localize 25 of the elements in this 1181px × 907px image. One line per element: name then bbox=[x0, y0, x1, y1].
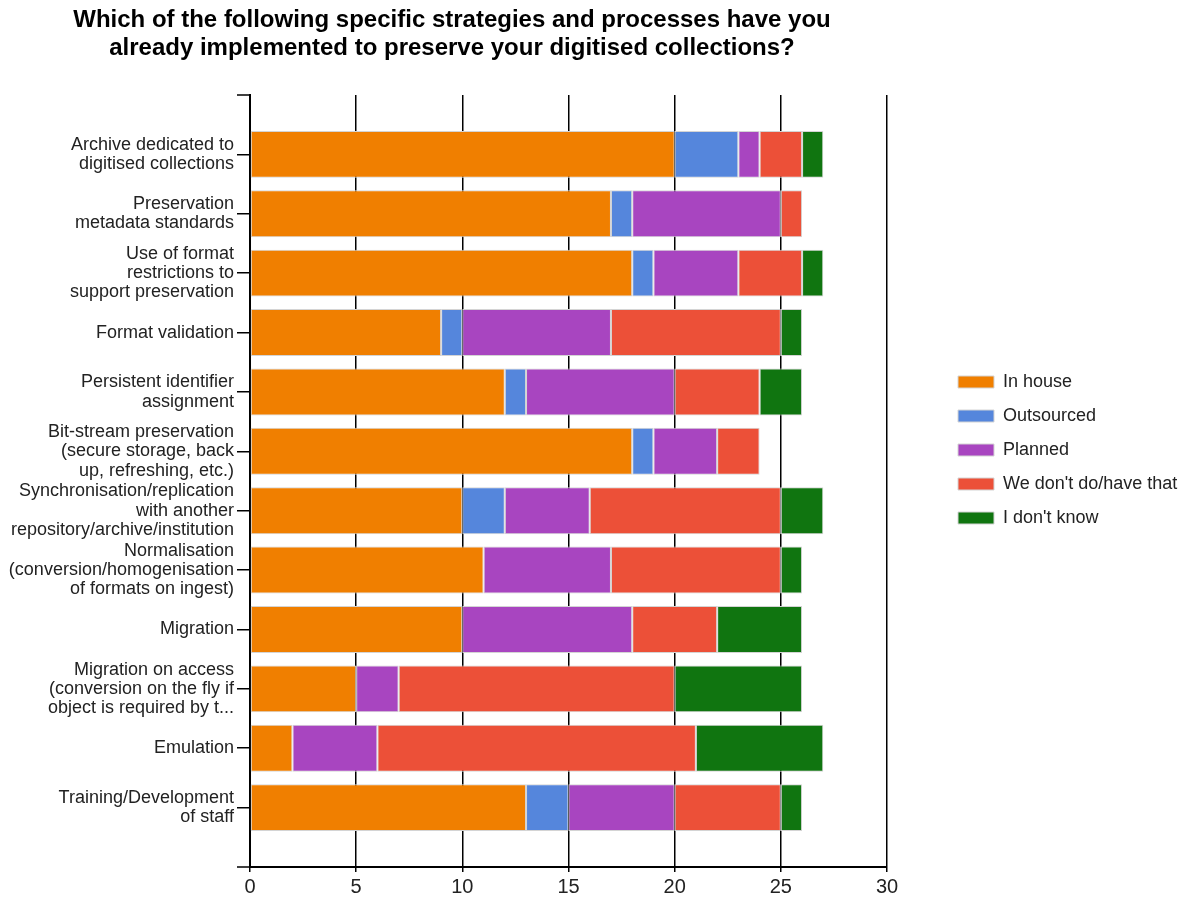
legend-label: We don't do/have that bbox=[1003, 472, 1178, 493]
y-tick-label: Synchronisation/replication with another repository/archive/institution bbox=[10, 480, 234, 539]
y-tick-label: Persistent identifier assignment bbox=[80, 371, 234, 411]
y-tick-label: Emulation bbox=[153, 737, 234, 758]
legend-label: Outsourced bbox=[1003, 404, 1097, 425]
x-tick-label: 0 bbox=[244, 874, 256, 897]
y-tick-label: Migration on access (conversion on the fly if object is required by t... bbox=[47, 658, 235, 718]
y-tick-label: Bit-stream preservation (secure storage, back up, refreshing, etc.) bbox=[47, 421, 235, 480]
y-tick-label: Migration bbox=[159, 618, 234, 639]
y-tick-label: Archive dedicated to digitised collections bbox=[70, 133, 234, 173]
legend-label: Planned bbox=[1003, 438, 1070, 459]
x-tick-label: 10 bbox=[451, 874, 474, 897]
y-tick-label: Format validation bbox=[95, 321, 234, 342]
x-tick-label: 15 bbox=[557, 874, 580, 897]
x-tick-label: 25 bbox=[769, 874, 792, 897]
chart-title: Which of the following specific strategies and processes have you already implemented to preserve your digitised collections? bbox=[72, 5, 832, 61]
x-tick-label: 20 bbox=[663, 874, 686, 897]
x-tick-label: 5 bbox=[350, 874, 362, 897]
legend-label: In house bbox=[1003, 370, 1073, 391]
y-tick-label: Preservation metadata standards bbox=[74, 193, 234, 233]
y-tick-label: Training/Development of staff bbox=[58, 786, 235, 827]
y-tick-label: Normalisation (conversion/homogenisation of formats on ingest) bbox=[8, 539, 234, 599]
x-tick-label: 30 bbox=[875, 874, 899, 897]
legend-label: I don't know bbox=[1003, 506, 1100, 527]
y-tick-label: Use of format restrictions to support preservation bbox=[69, 242, 234, 302]
